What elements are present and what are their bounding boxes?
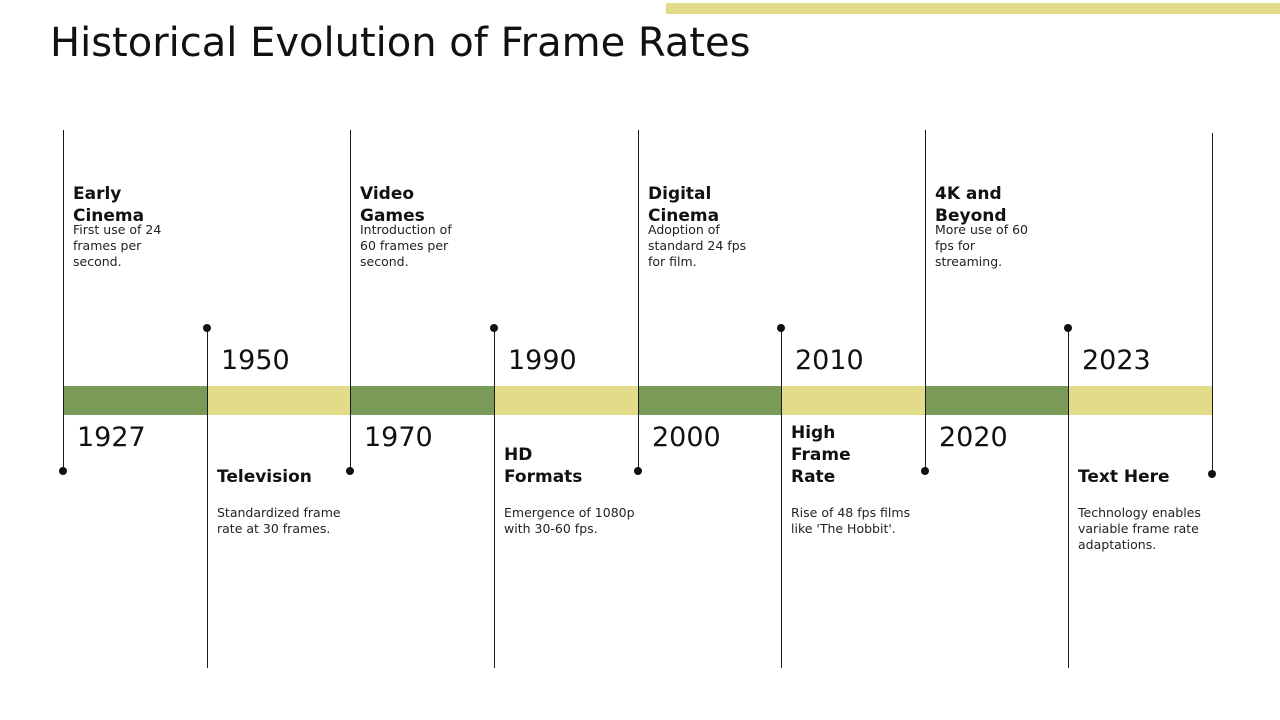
- event-description-1950: Standardized frame rate at 30 frames.: [217, 505, 341, 536]
- marker-dot-1990: [490, 324, 498, 332]
- year-label-1927: 1927: [77, 422, 146, 453]
- marker-dot-2010: [777, 324, 785, 332]
- event-description-2000: Adoption of standard 24 fps for film.: [648, 222, 747, 269]
- connector-line-2023: [1068, 328, 1069, 668]
- timeline-segment-2023: [1068, 386, 1212, 415]
- year-label-2023: 2023: [1082, 345, 1151, 376]
- event-description-1990: Emergence of 1080p with 30-60 fps.: [504, 505, 635, 536]
- connector-line-1927: [63, 130, 64, 472]
- event-title-1950: Television: [217, 467, 312, 487]
- marker-dot-1970: [346, 467, 354, 475]
- year-label-1970: 1970: [364, 422, 433, 453]
- connector-line-2000: [638, 130, 639, 472]
- timeline-segment-1927: [63, 386, 207, 415]
- event-title-2000: Digital Cinema: [648, 184, 720, 226]
- timeline-segment-1950: [207, 386, 350, 415]
- connector-line-1970: [350, 130, 351, 472]
- connector-line-2010: [781, 328, 782, 668]
- event-description-2010: Rise of 48 fps films like 'The Hobbit'.: [791, 505, 911, 536]
- connector-line-1950: [207, 328, 208, 668]
- marker-dot-2000: [634, 467, 642, 475]
- marker-dot-2023: [1064, 324, 1072, 332]
- event-description-1970: Introduction of 60 frames per second.: [360, 222, 452, 269]
- marker-dot-1927: [59, 467, 67, 475]
- timeline-segment-1970: [350, 386, 494, 415]
- page-title: Historical Evolution of Frame Rates: [50, 20, 751, 66]
- event-title-2023: Text Here: [1078, 467, 1170, 487]
- end-marker-dot: [1208, 470, 1216, 478]
- event-description-1927: First use of 24 frames per second.: [73, 222, 162, 269]
- event-title-1970: Video Games: [360, 184, 425, 226]
- timeline-segment-2000: [638, 386, 781, 415]
- event-title-2020: 4K and Beyond: [935, 184, 1007, 226]
- event-title-1927: Early Cinema: [73, 184, 145, 226]
- end-connector-line: [1212, 133, 1213, 474]
- year-label-2010: 2010: [795, 345, 864, 376]
- year-label-1950: 1950: [221, 345, 290, 376]
- marker-dot-2020: [921, 467, 929, 475]
- year-label-2000: 2000: [652, 422, 721, 453]
- timeline-segment-2010: [781, 386, 925, 415]
- top-accent-bar: [666, 3, 1280, 14]
- event-title-1990: HD Formats: [504, 445, 583, 487]
- year-label-2020: 2020: [939, 422, 1008, 453]
- timeline-segment-1990: [494, 386, 638, 415]
- connector-line-1990: [494, 328, 495, 668]
- timeline-segment-2020: [925, 386, 1068, 415]
- event-description-2023: Technology enables variable frame rate a…: [1078, 505, 1201, 552]
- year-label-1990: 1990: [508, 345, 577, 376]
- event-title-2010: High Frame Rate: [791, 423, 851, 487]
- event-description-2020: More use of 60 fps for streaming.: [935, 222, 1028, 269]
- marker-dot-1950: [203, 324, 211, 332]
- connector-line-2020: [925, 130, 926, 472]
